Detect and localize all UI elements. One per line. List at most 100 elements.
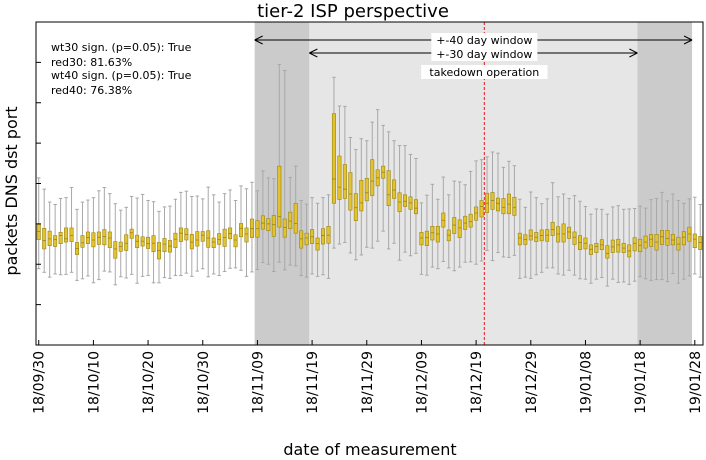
box-day-98 xyxy=(572,195,577,276)
box-day-14 xyxy=(113,203,118,286)
box-day-113 xyxy=(654,197,659,281)
box-iqr xyxy=(485,192,490,213)
window-annotations: +-40 day window+-30 day window takedown o… xyxy=(254,33,693,79)
box-iqr xyxy=(200,231,205,242)
box-day-84 xyxy=(495,152,500,254)
box-day-118 xyxy=(681,202,686,280)
box-day-23 xyxy=(162,206,167,279)
window-40-right-band xyxy=(637,22,693,345)
box-iqr xyxy=(556,226,561,243)
box-day-69 xyxy=(413,157,418,254)
box-day-32 xyxy=(211,194,216,275)
box-day-31 xyxy=(206,186,211,278)
x-tick-label: 18/12/29 xyxy=(524,351,540,414)
x-tick-label: 18/10/20 xyxy=(141,351,157,414)
box-day-116 xyxy=(670,193,675,275)
box-day-0 xyxy=(36,177,41,270)
box-iqr xyxy=(468,213,473,228)
box-day-41 xyxy=(260,170,265,264)
box-day-21 xyxy=(151,201,156,284)
box-day-120 xyxy=(692,196,697,275)
box-iqr xyxy=(605,245,610,259)
box-day-95 xyxy=(556,196,561,275)
box-day-55 xyxy=(337,105,342,245)
box-iqr xyxy=(512,196,517,216)
box-iqr xyxy=(610,239,615,253)
takedown-label-bg xyxy=(421,65,548,79)
box-iqr xyxy=(698,236,703,251)
box-iqr xyxy=(288,211,293,230)
x-tick-label: 19/01/28 xyxy=(688,351,704,414)
box-iqr xyxy=(660,230,664,245)
box-day-70 xyxy=(419,202,424,275)
box-iqr xyxy=(452,217,457,234)
x-tick-label: 19/01/18 xyxy=(633,351,649,414)
box-iqr xyxy=(260,215,265,230)
box-day-103 xyxy=(599,208,604,279)
chart-title: tier-2 ISP perspective xyxy=(257,1,449,22)
box-day-12 xyxy=(102,187,107,272)
box-day-25 xyxy=(173,198,178,277)
box-day-115 xyxy=(665,200,670,283)
x-tick-label: 18/11/09 xyxy=(250,351,266,414)
box-day-59 xyxy=(359,138,364,256)
box-iqr xyxy=(315,237,320,251)
box-iqr xyxy=(96,231,101,245)
box-day-81 xyxy=(479,159,484,262)
box-iqr xyxy=(588,244,593,255)
box-day-9 xyxy=(85,199,90,277)
box-day-97 xyxy=(567,197,572,271)
arrow-head-left xyxy=(254,35,263,45)
box-day-47 xyxy=(293,165,298,267)
box-day-24 xyxy=(167,205,172,279)
box-iqr xyxy=(293,202,298,234)
box-iqr xyxy=(189,234,194,250)
box-day-36 xyxy=(233,199,238,269)
arrow-head-right xyxy=(683,35,693,45)
box-day-20 xyxy=(146,199,151,277)
stat-line-red30: red30: 81.63% xyxy=(51,56,132,69)
box-day-121 xyxy=(698,203,703,278)
box-day-45 xyxy=(282,69,287,271)
box-iqr xyxy=(282,218,287,238)
box-day-101 xyxy=(588,213,593,284)
y-axis-label: packets DNS dst port xyxy=(2,106,21,275)
box-iqr xyxy=(249,218,254,238)
box-day-37 xyxy=(239,185,244,271)
box-day-60 xyxy=(364,140,369,248)
box-day-22 xyxy=(157,210,162,284)
box-day-119 xyxy=(687,198,692,277)
box-day-68 xyxy=(408,153,413,257)
box-day-77 xyxy=(457,181,462,268)
box-day-5 xyxy=(64,197,69,275)
box-day-78 xyxy=(463,184,468,263)
box-day-83 xyxy=(490,151,495,262)
box-day-4 xyxy=(58,197,63,276)
box-day-18 xyxy=(135,197,140,284)
box-iqr xyxy=(211,237,216,248)
box-day-50 xyxy=(310,197,315,275)
box-day-11 xyxy=(96,190,101,281)
box-iqr xyxy=(413,199,418,215)
box-day-110 xyxy=(638,205,643,278)
box-day-26 xyxy=(178,191,183,277)
box-iqr xyxy=(299,230,304,249)
box-day-107 xyxy=(621,208,626,283)
box-iqr xyxy=(47,230,52,246)
box-day-100 xyxy=(583,206,588,280)
x-tick-label: 18/09/30 xyxy=(32,351,48,414)
box-day-74 xyxy=(441,176,446,262)
box-iqr xyxy=(195,231,200,247)
box-iqr xyxy=(430,225,435,241)
box-day-65 xyxy=(392,140,397,244)
x-axis-label: date of measurement xyxy=(283,440,456,456)
box-day-89 xyxy=(523,206,528,278)
stat-line-wt40: wt40 sign. (p=0.05): True xyxy=(51,69,192,82)
box-iqr xyxy=(403,194,408,207)
box-iqr xyxy=(495,197,500,212)
box-day-73 xyxy=(435,198,440,270)
x-tick-label: 18/10/10 xyxy=(86,351,102,414)
box-iqr xyxy=(102,229,107,246)
box-day-85 xyxy=(501,166,506,258)
box-iqr xyxy=(692,233,697,248)
